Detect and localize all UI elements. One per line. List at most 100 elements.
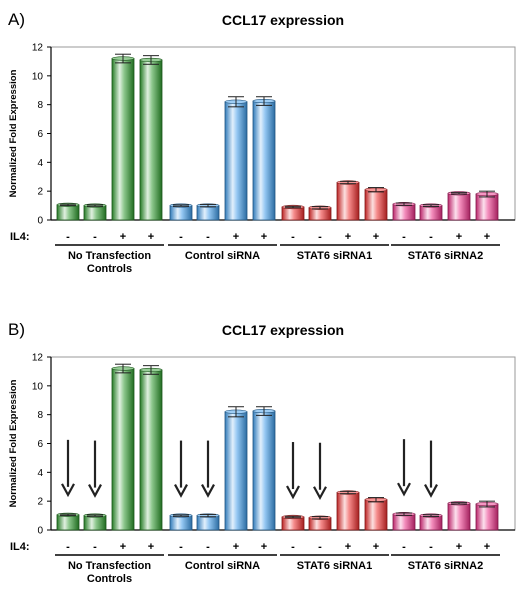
bar — [169, 205, 193, 221]
il4-sign: - — [66, 231, 70, 243]
il4-sign: + — [120, 231, 126, 243]
bar-group: - - + +STAT6 siRNA2 — [391, 439, 500, 572]
y-tick-label: 8 — [37, 100, 43, 111]
il4-sign: - — [93, 541, 97, 553]
bar-group: - - + +Control siRNA — [168, 96, 277, 262]
bar — [475, 503, 499, 531]
bar — [252, 410, 276, 531]
y-tick-label: 6 — [37, 439, 43, 450]
il4-sign: + — [484, 231, 490, 243]
il4-label: IL4: — [10, 541, 30, 553]
y-tick-label: 8 — [37, 410, 43, 421]
bar — [111, 58, 135, 221]
y-tick-label: 12 — [32, 43, 44, 54]
il4-sign: + — [373, 541, 379, 553]
il4-sign: + — [456, 541, 462, 553]
il4-sign: + — [261, 541, 267, 553]
group-label: Control siRNA — [185, 250, 260, 262]
bar — [139, 59, 163, 221]
bar — [336, 492, 360, 531]
group-label: STAT6 siRNA2 — [408, 250, 483, 262]
panel-label: B) — [8, 320, 25, 339]
y-tick-label: 4 — [37, 468, 43, 479]
il4-sign: - — [291, 231, 295, 243]
il4-sign: + — [345, 541, 351, 553]
down-arrow-icon — [424, 484, 438, 498]
bar — [392, 513, 416, 531]
panel-label: A) — [8, 10, 25, 29]
bar — [139, 369, 163, 531]
down-arrow-icon — [397, 482, 411, 497]
il4-sign: - — [179, 231, 183, 243]
il4-sign: + — [233, 541, 239, 553]
bar-group: - - + +STAT6 siRNA1 — [280, 180, 389, 262]
il4-sign: + — [484, 541, 490, 553]
y-tick-label: 0 — [37, 216, 43, 227]
il4-sign: - — [429, 541, 433, 553]
group-label: STAT6 siRNA1 — [297, 560, 372, 572]
bar — [419, 205, 443, 221]
chart-title: CCL17 expression — [222, 322, 344, 338]
group-label: Controls — [87, 573, 132, 585]
group-label: Controls — [87, 263, 132, 275]
y-axis-label: Normalized Fold Expression — [8, 69, 19, 197]
bar — [196, 515, 220, 531]
il4-label: IL4: — [10, 231, 30, 243]
y-axis-label: Normalized Fold Expression — [8, 379, 19, 507]
group-label: Control siRNA — [185, 560, 260, 572]
il4-sign: - — [179, 541, 183, 553]
y-tick-label: 6 — [37, 129, 43, 140]
down-arrow-icon — [174, 484, 188, 498]
il4-sign: - — [206, 541, 210, 553]
bar — [56, 514, 80, 531]
il4-sign: - — [402, 541, 406, 553]
bar — [447, 502, 471, 531]
bar-group: - - + +Control siRNA — [168, 406, 277, 572]
bar-group: - - + +STAT6 siRNA2 — [391, 190, 500, 262]
bar — [56, 204, 80, 221]
il4-sign: + — [345, 231, 351, 243]
down-arrow-icon — [201, 484, 215, 498]
group-label: STAT6 siRNA1 — [297, 250, 372, 262]
bar — [224, 411, 248, 531]
bar — [336, 182, 360, 221]
bar — [169, 515, 193, 531]
bar — [364, 499, 388, 531]
il4-sign: - — [402, 231, 406, 243]
il4-sign: - — [93, 231, 97, 243]
bar — [419, 515, 443, 531]
chart-title: CCL17 expression — [222, 12, 344, 28]
y-tick-label: 2 — [37, 187, 43, 198]
down-arrow-icon — [286, 485, 300, 500]
bar — [447, 192, 471, 221]
panel-a: A) CCL17 expression Normalized Fold Expres… — [8, 10, 516, 275]
y-tick-label: 0 — [37, 526, 43, 537]
group-label: No Transfection — [68, 250, 151, 262]
bar — [83, 205, 107, 221]
y-tick-label: 10 — [32, 381, 44, 392]
bar — [224, 101, 248, 221]
bar — [364, 189, 388, 221]
bar — [392, 203, 416, 221]
il4-sign: + — [120, 541, 126, 553]
il4-sign: + — [148, 231, 154, 243]
il4-sign: - — [318, 541, 322, 553]
il4-sign: + — [456, 231, 462, 243]
il4-sign: - — [206, 231, 210, 243]
il4-sign: - — [291, 541, 295, 553]
down-arrow-icon — [61, 483, 75, 498]
il4-sign: - — [429, 231, 433, 243]
bar — [111, 368, 135, 531]
y-tick-label: 4 — [37, 158, 43, 169]
il4-sign: - — [318, 231, 322, 243]
il4-sign: + — [373, 231, 379, 243]
panel-b: B) CCL17 expression Normalized Fold Expres… — [8, 320, 516, 585]
bar — [475, 193, 499, 221]
group-label: No Transfection — [68, 560, 151, 572]
il4-sign: - — [66, 541, 70, 553]
y-tick-label: 10 — [32, 71, 44, 82]
bar — [83, 515, 107, 531]
